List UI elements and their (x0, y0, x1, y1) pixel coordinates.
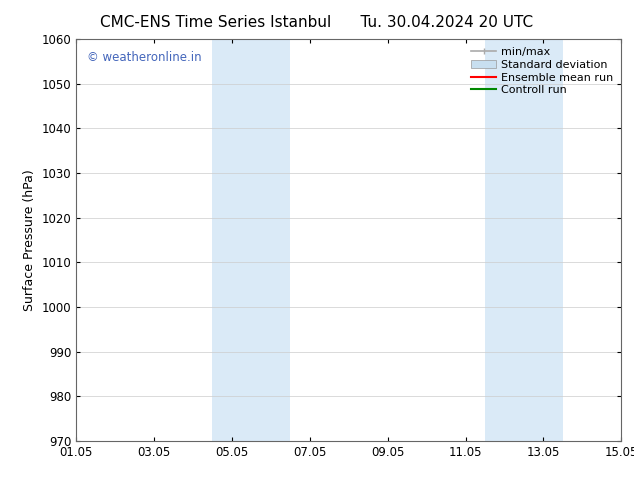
Text: © weatheronline.in: © weatheronline.in (87, 51, 202, 64)
Legend: min/max, Standard deviation, Ensemble mean run, Controll run: min/max, Standard deviation, Ensemble me… (467, 43, 618, 100)
Y-axis label: Surface Pressure (hPa): Surface Pressure (hPa) (23, 169, 36, 311)
Bar (212, 39, 290, 441)
Bar (485, 39, 563, 441)
Text: CMC-ENS Time Series Istanbul      Tu. 30.04.2024 20 UTC: CMC-ENS Time Series Istanbul Tu. 30.04.2… (100, 15, 534, 30)
